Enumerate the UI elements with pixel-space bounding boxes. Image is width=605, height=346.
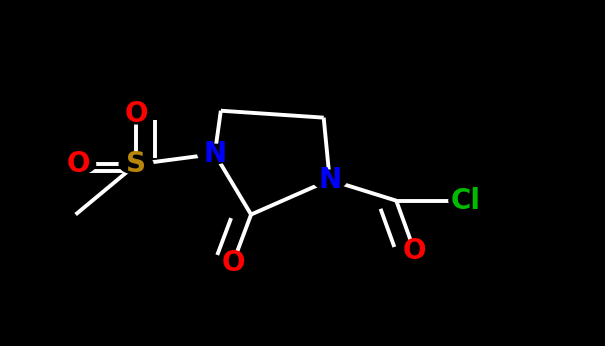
Circle shape (449, 191, 483, 210)
Circle shape (119, 155, 153, 174)
Text: S: S (126, 151, 146, 178)
Circle shape (62, 155, 96, 174)
Circle shape (119, 104, 153, 124)
Circle shape (313, 170, 347, 190)
Circle shape (198, 144, 232, 164)
Text: O: O (221, 249, 244, 277)
Text: N: N (203, 140, 226, 168)
Text: O: O (125, 100, 148, 128)
Text: O: O (403, 237, 426, 265)
Circle shape (216, 253, 250, 273)
Text: Cl: Cl (451, 187, 481, 215)
Text: O: O (67, 151, 90, 178)
Circle shape (397, 241, 431, 261)
Text: N: N (318, 166, 341, 194)
